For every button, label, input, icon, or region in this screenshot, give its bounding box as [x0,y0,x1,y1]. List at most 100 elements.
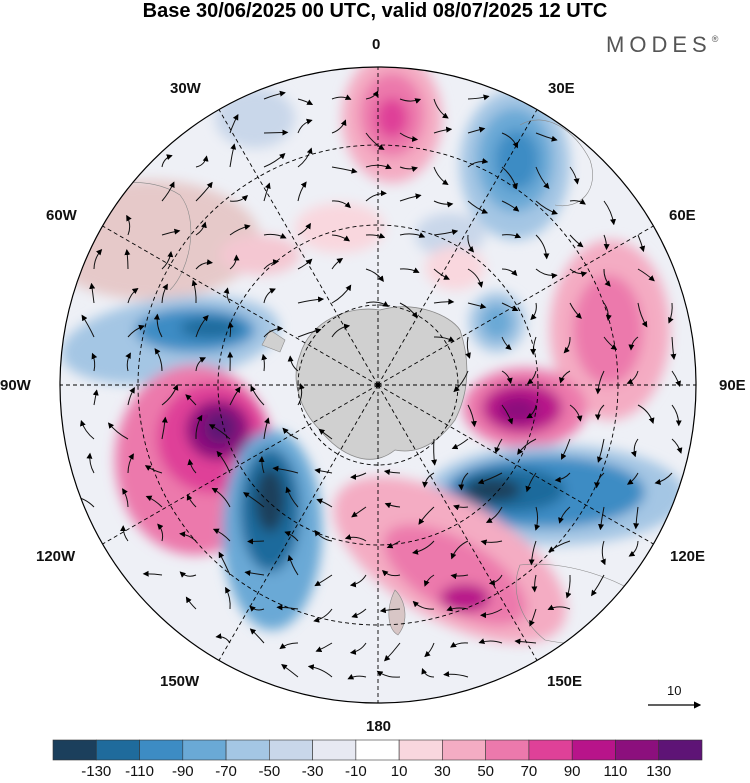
streamline-arrow [315,642,333,652]
streamline-arrow [365,190,387,202]
streamline-arrow [423,574,435,587]
streamline-arrow [626,472,639,485]
streamline-arrow [263,288,276,304]
streamline-arrow [218,551,231,576]
streamline-arrow [161,416,168,440]
streamline-arrow [535,268,558,279]
streamline-arrow [467,200,489,214]
streamline-arrow [331,323,351,338]
streamline-arrow [227,321,234,338]
colorbar-swatch [442,739,486,761]
streamline-arrow [433,268,450,280]
streamline-arrow [558,370,571,384]
streamline-arrow [122,488,129,508]
streamline-arrow [595,370,605,395]
streamline-arrow [229,143,237,168]
latitude-circle [217,224,539,546]
colorbar-swatch [225,739,270,761]
colorbar-swatch [52,739,97,761]
meridian-line [102,225,379,386]
colorbar-swatch [485,739,530,761]
streamline-arrow [154,348,163,372]
colorbar-tick-label: -10 [345,763,367,780]
africa-outline [519,119,593,207]
streamline-arrow [637,302,648,328]
streamline-arrow [179,571,197,578]
streamline-arrow [597,438,605,463]
streamline-arrow [250,385,265,406]
streamline-arrow [258,456,265,474]
streamline-arrow [185,394,197,406]
streamline-arrow [453,370,469,393]
streamline-arrow [297,296,325,304]
streamline-arrow [365,232,386,239]
streamline-arrow [412,600,435,610]
streamline-arrow [318,428,333,440]
streamline-arrow [285,486,299,508]
streamline-arrow [554,472,571,483]
streamline-arrow [526,404,537,419]
antarctic-peninsula [261,329,286,353]
streamline-arrow [531,574,538,593]
lon-label-60e: 60E [669,207,696,224]
streamline-arrow [244,570,265,576]
streamline-arrow [365,163,392,170]
streamline-arrow [351,506,367,518]
streamline-arrow [446,605,469,612]
meridian-line [377,384,538,661]
streamline-arrow [81,314,95,338]
streamline-arrow [594,404,605,421]
streamline-arrow [91,352,98,372]
streamline-arrow [628,336,639,351]
streamline-arrow [548,540,571,553]
streamline-arrow [331,234,351,242]
streamline-arrow [422,472,435,488]
colorbar-tick-label: 50 [477,763,494,780]
streamline-arrow [654,472,673,485]
streamline-arrow [365,132,385,150]
streamline-arrow [313,608,333,623]
streamline-arrow [399,232,426,238]
streamline-arrow [569,302,582,319]
streamline-arrow [297,118,313,134]
streamline-arrow [501,404,514,425]
meridian-line [102,384,379,545]
streamline-arrow [668,302,674,324]
streamline-arrow [331,119,347,134]
streamline-arrow [223,287,231,304]
colorbar-tick-label: 70 [520,763,538,780]
streamline-arrow [331,200,351,209]
streamline-arrow [603,200,616,226]
streamline-arrow [379,607,401,614]
streamline-arrow [433,200,454,208]
colorbar-swatch [398,739,443,761]
streamline-arrow [187,458,197,474]
colorbar-tick-label: 110 [603,763,628,780]
streamline-arrow [565,574,572,599]
streamline-arrow [530,302,537,321]
colorbar-swatch [182,739,227,761]
lon-label-120e: 120E [670,548,706,565]
streamline-arrow [247,538,265,545]
streamline-arrow [535,132,558,142]
streamline-arrow [127,324,145,338]
streamline-arrow [145,495,163,508]
colorbar-tick-label: -30 [301,763,324,780]
streamline-arrow [120,525,129,542]
streamline-arrow [157,523,164,542]
colorbar-tick-label: -90 [171,763,194,780]
streamline-arrow [195,181,213,202]
streamline-arrow [381,570,401,577]
streamline-arrow [284,530,299,542]
colorbar [52,739,703,761]
streamline-arrow [281,664,299,678]
streamline-arrow [534,506,541,531]
streamline-arrow [384,642,401,662]
streamline-arrow [412,540,435,555]
streamline-arrow [297,327,322,338]
streamline-arrow [229,224,251,236]
streamline-arrow [558,506,571,524]
streamline-arrow [467,404,477,428]
streamline-arrow [195,221,207,236]
